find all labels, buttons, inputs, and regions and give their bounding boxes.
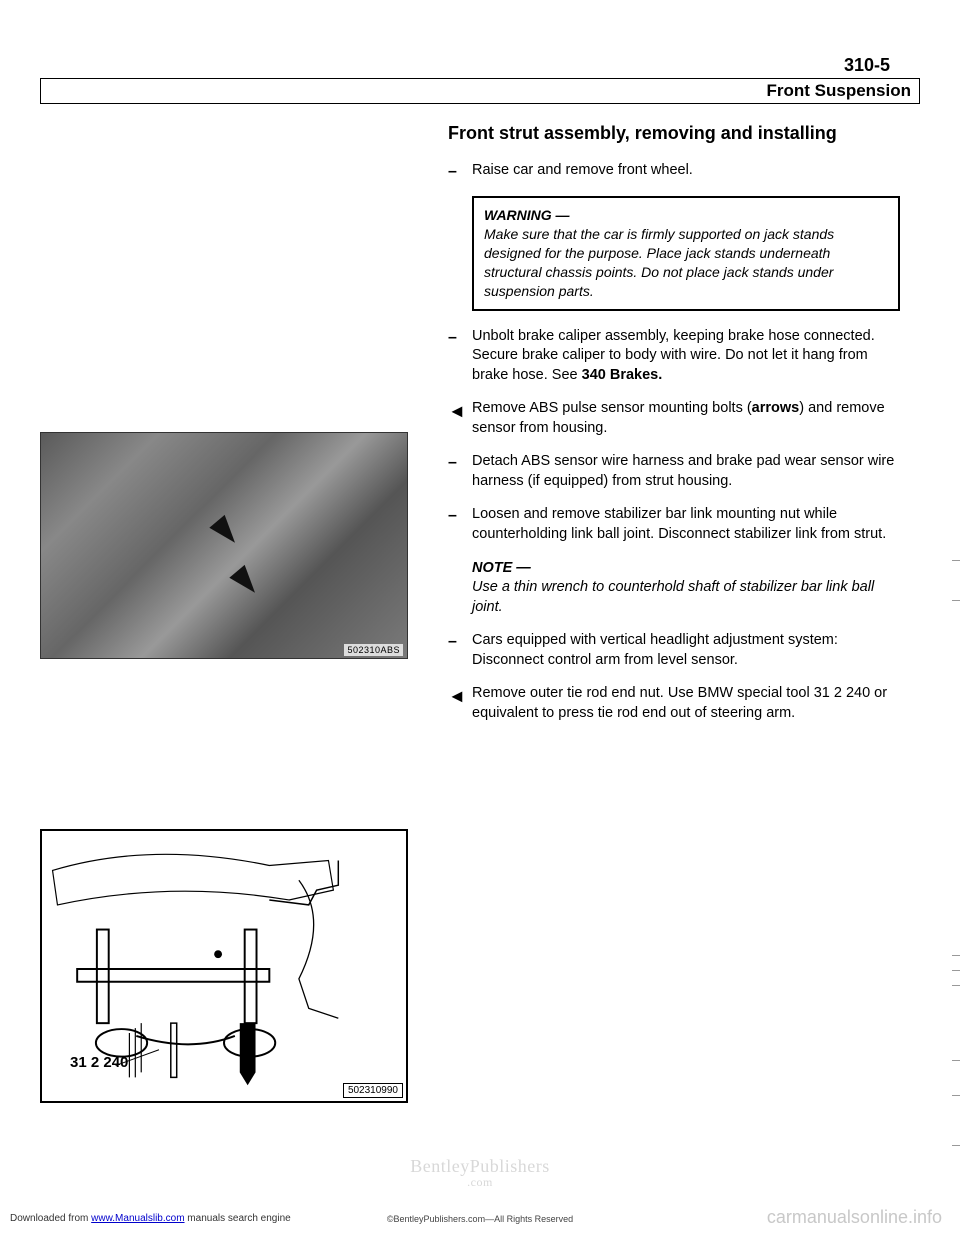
section-heading: Front strut assembly, removing and insta… bbox=[448, 122, 900, 145]
note-title: NOTE — bbox=[472, 560, 531, 576]
diagram-id-label: 502310990 bbox=[343, 1083, 403, 1098]
step-item: – Raise car and remove front wheel. bbox=[448, 161, 900, 183]
step-text: Loosen and remove stabilizer bar link mo… bbox=[472, 505, 900, 544]
photo-abs-sensor: 502310ABS bbox=[40, 432, 408, 659]
note-body: Use a thin wrench to counterhold shaft o… bbox=[472, 579, 874, 615]
dash-bullet-icon: – bbox=[448, 505, 472, 544]
page-number: 310-5 bbox=[40, 55, 890, 76]
dash-bullet-icon: – bbox=[448, 452, 472, 491]
margin-ticks bbox=[950, 0, 960, 1242]
watermark-sub: .com bbox=[0, 1175, 960, 1190]
two-column-layout: 502310ABS bbox=[40, 122, 920, 1103]
warning-body: Make sure that the car is firmly support… bbox=[484, 226, 834, 299]
page-header-bar: Front Suspension bbox=[40, 78, 920, 104]
watermark: BentleyPublishers .com bbox=[0, 1156, 960, 1190]
photo-id-label: 502310ABS bbox=[344, 644, 403, 656]
footer-right-watermark: carmanualsonline.info bbox=[767, 1207, 942, 1228]
page-content: 310-5 Front Suspension 502310ABS bbox=[0, 0, 960, 1103]
photo-arrow-icon bbox=[209, 515, 242, 549]
warning-title: WARNING — bbox=[484, 207, 570, 223]
diagram-tie-rod-tool: 31 2 240 502310990 bbox=[40, 829, 408, 1103]
step-text: Detach ABS sensor wire harness and brake… bbox=[472, 452, 900, 491]
step-item: ◄ Remove ABS pulse sensor mounting bolts… bbox=[448, 399, 900, 438]
photo-arrow-icon bbox=[229, 565, 262, 599]
dash-bullet-icon: – bbox=[448, 327, 472, 386]
dash-bullet-icon: – bbox=[448, 161, 472, 183]
step-text: Remove outer tie rod end nut. Use BMW sp… bbox=[472, 684, 900, 723]
step-text: Raise car and remove front wheel. bbox=[472, 161, 900, 183]
step-item: – Detach ABS sensor wire harness and bra… bbox=[448, 452, 900, 491]
left-arrow-bullet-icon: ◄ bbox=[448, 399, 472, 438]
warning-box: WARNING — Make sure that the car is firm… bbox=[472, 196, 900, 310]
step-text: Unbolt brake caliper assembly, keeping b… bbox=[472, 327, 900, 386]
dash-bullet-icon: – bbox=[448, 631, 472, 670]
step-item: – Cars equipped with vertical headlight … bbox=[448, 631, 900, 670]
tool-callout-label: 31 2 240 bbox=[70, 1054, 128, 1071]
step-text: Cars equipped with vertical headlight ad… bbox=[472, 631, 900, 670]
left-arrow-bullet-icon: ◄ bbox=[448, 684, 472, 723]
step-item: ◄ Remove outer tie rod end nut. Use BMW … bbox=[448, 684, 900, 723]
right-column: Front strut assembly, removing and insta… bbox=[448, 122, 920, 1103]
step-item: – Loosen and remove stabilizer bar link … bbox=[448, 505, 900, 544]
watermark-main: BentleyPublishers bbox=[410, 1156, 550, 1176]
left-column: 502310ABS bbox=[40, 122, 430, 1103]
step-item: – Unbolt brake caliper assembly, keeping… bbox=[448, 327, 900, 386]
note-block: NOTE — Use a thin wrench to counterhold … bbox=[472, 559, 900, 618]
step-text: Remove ABS pulse sensor mounting bolts (… bbox=[472, 399, 900, 438]
header-text: Front Suspension bbox=[767, 81, 912, 101]
